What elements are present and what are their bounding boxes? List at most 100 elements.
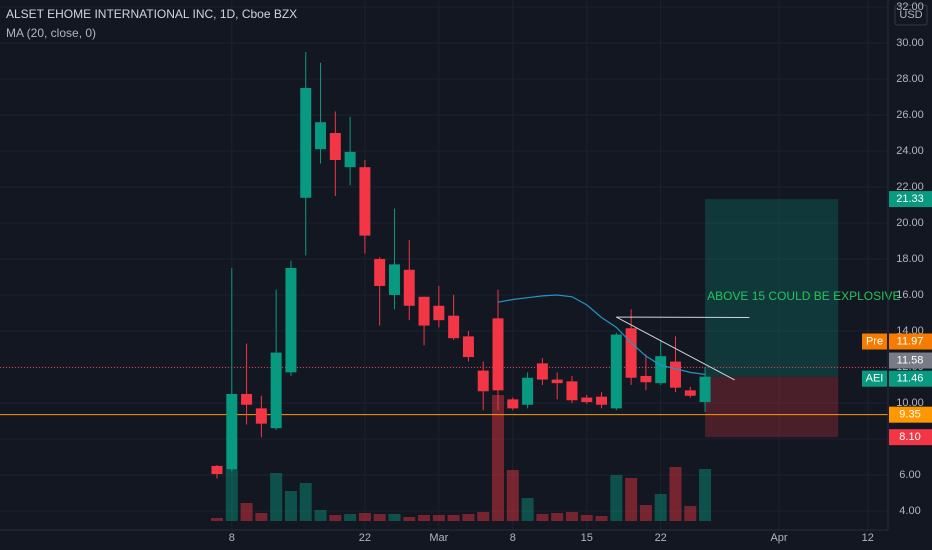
x-tick-label: 22: [359, 532, 371, 544]
y-tick-label: 20.00: [896, 217, 924, 229]
candle-body: [418, 296, 430, 326]
volume-bar: [344, 514, 357, 521]
volume-bar: [492, 395, 505, 521]
candle-body: [669, 361, 681, 388]
price-label-text: 21.33: [896, 193, 924, 205]
volume-bar: [211, 518, 223, 521]
y-tick-label: 16.00: [896, 289, 924, 301]
candle-body: [581, 397, 593, 403]
volume-bar: [284, 491, 297, 521]
candle-body: [551, 379, 563, 384]
candle-body: [315, 122, 327, 150]
candle-body: [285, 267, 297, 373]
volume-bar: [625, 478, 638, 521]
x-tick-label: 15: [581, 532, 593, 544]
x-tick-label: 8: [510, 532, 516, 544]
price-label: 21.33: [889, 191, 932, 208]
y-tick-label: 18.00: [896, 253, 924, 265]
volume-bar: [270, 473, 283, 521]
x-tick-label: Mar: [429, 532, 448, 544]
x-tick-label: Apr: [770, 532, 787, 544]
chart-title: ALSET EHOME INTERNATIONAL INC, 1D, Cboe …: [6, 7, 297, 21]
price-label-text: 9.35: [899, 409, 920, 421]
candle-body: [270, 352, 282, 429]
volume-bar: [565, 512, 578, 521]
volume-bar: [580, 515, 593, 521]
volume-bar: [432, 515, 445, 521]
volume-bar: [240, 503, 253, 521]
y-tick-label: 24.00: [896, 145, 924, 157]
candle-body: [344, 151, 356, 168]
y-tick-label: 28.00: [896, 73, 924, 85]
price-label-box: [889, 406, 932, 423]
price-label: 11.58: [889, 352, 932, 369]
candle-body: [374, 258, 386, 286]
volume-bar: [477, 512, 490, 521]
candle-body: [507, 399, 519, 409]
volume-bar: [536, 514, 549, 521]
volume-bar: [418, 515, 431, 521]
y-tick-label: 22.00: [896, 181, 924, 193]
candle-body: [433, 305, 445, 321]
candle-body: [448, 315, 460, 339]
annotation: ABOVE 15 COULD BE EXPLOSIVE: [707, 289, 900, 303]
candle-body: [596, 396, 608, 405]
volume-bar: [358, 513, 371, 521]
candle-body: [640, 375, 652, 383]
volume-bar: [654, 494, 667, 521]
price-label: 11.46 AEI: [862, 370, 932, 387]
price-label-box: [889, 352, 932, 369]
profit-zone: [705, 199, 839, 377]
y-tick-label: 6.00: [899, 469, 920, 481]
candle-body: [536, 363, 548, 380]
volume-bar: [506, 470, 519, 521]
ma-line: [497, 294, 706, 376]
candle-body: [241, 393, 253, 405]
candle-body: [255, 408, 267, 424]
volume-bar: [255, 513, 268, 521]
candle-body: [684, 390, 696, 396]
volume-bar: [225, 470, 238, 521]
price-label-text: 11.97: [897, 335, 924, 347]
price-label: 8.10: [889, 429, 932, 446]
trend-line: [616, 316, 735, 381]
y-tick-label: 10.00: [896, 397, 924, 409]
price-label-text: 8.10: [899, 431, 920, 443]
y-tick-label: 30.00: [896, 37, 924, 49]
candle-body: [655, 356, 667, 384]
price-tag-box: [862, 333, 887, 350]
volume-bar: [521, 498, 534, 521]
volume-bar: [403, 517, 416, 521]
y-tick-label: 26.00: [896, 109, 924, 121]
candle-body: [359, 167, 371, 236]
candle-body: [492, 318, 504, 391]
loss-zone: [705, 376, 839, 438]
price-label-box: [889, 370, 932, 387]
candle-body: [329, 132, 341, 160]
candle-body: [625, 328, 637, 378]
candle-body: [300, 88, 312, 198]
price-label-text: 11.58: [897, 354, 924, 366]
volume-bar: [373, 514, 386, 521]
price-tag-text: AEI: [866, 373, 884, 385]
candle-body: [566, 381, 578, 401]
indicator-label: MA (20, close, 0): [6, 26, 96, 40]
volume-bar: [669, 467, 682, 521]
candle-body: [610, 334, 622, 409]
x-tick-label: 22: [655, 532, 667, 544]
volume-bar: [551, 513, 564, 521]
price-label-box: [889, 333, 932, 350]
price-tag-text: Pre: [866, 335, 883, 347]
candle-body: [388, 264, 400, 295]
candle-body: [226, 393, 238, 470]
x-tick-label: 12: [862, 532, 874, 544]
currency[interactable]: USD: [899, 9, 922, 21]
volume-bar: [447, 515, 460, 521]
price-label-box: [889, 191, 932, 208]
candle-body: [403, 269, 415, 306]
currency-box[interactable]: [894, 4, 928, 26]
price-label: 11.97 Pre: [862, 333, 932, 350]
candle-body: [477, 370, 489, 392]
